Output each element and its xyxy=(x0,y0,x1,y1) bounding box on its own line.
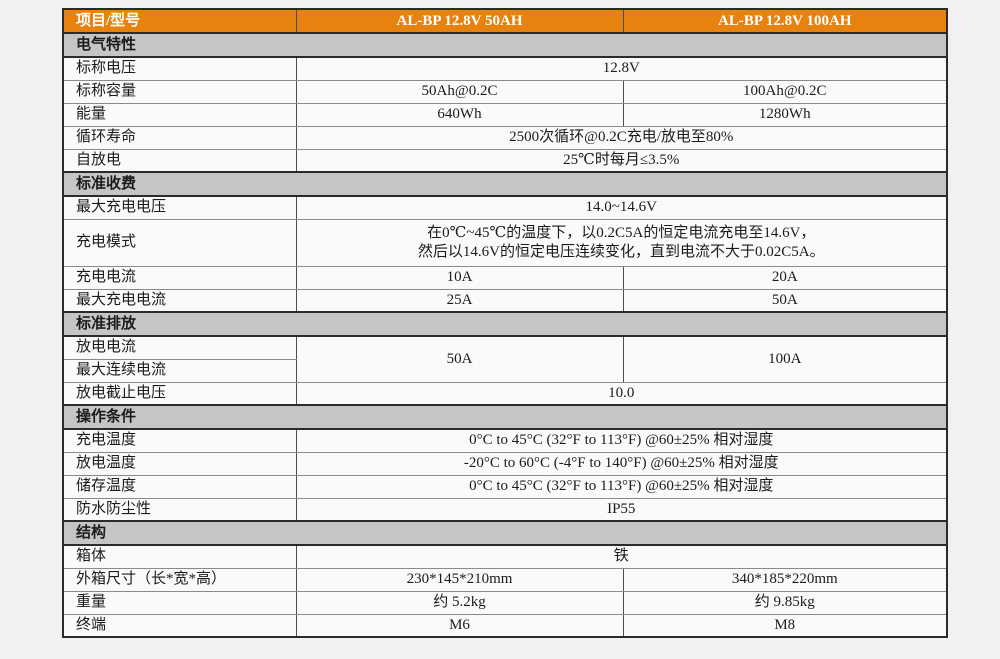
section-standard-charge-title: 标准收费 xyxy=(62,171,948,197)
label-cell: 充电模式 xyxy=(62,218,297,267)
value-cell: 10.0 xyxy=(295,381,948,406)
value-50ah-cell: 10A xyxy=(295,265,624,290)
value-50ah-cell: 约 5.2kg xyxy=(295,590,624,615)
row-nominal-voltage: 标称电压 12.8V xyxy=(62,56,948,81)
row-cycle-life: 循环寿命 2500次循环@0.2C充电/放电至80% xyxy=(62,125,948,150)
row-discharge-current: 放电电流 50A 100A xyxy=(62,335,948,383)
label-cell: 放电温度 xyxy=(62,451,297,476)
value-cell: 0°C to 45°C (32°F to 113°F) @60±25% 相对湿度 xyxy=(295,474,948,499)
value-cell: 25℃时每月≤3.5% xyxy=(295,148,948,173)
row-terminal: 终端 M6 M8 xyxy=(62,613,948,638)
label-cell: 循环寿命 xyxy=(62,125,297,150)
value-100ah-cell: 100A xyxy=(622,335,948,383)
label-cell: 放电电流 xyxy=(62,335,297,360)
value-cell: 12.8V xyxy=(295,56,948,81)
section-operating-conditions-row: 操作条件 xyxy=(62,404,948,430)
header-item-model-cell: 项目/型号 xyxy=(62,8,297,34)
section-operating-conditions-title: 操作条件 xyxy=(62,404,948,430)
value-50ah-cell: 50Ah@0.2C xyxy=(295,79,624,104)
label-cell: 外箱尺寸（长*宽*高） xyxy=(62,567,297,592)
value-50ah-cell: 640Wh xyxy=(295,102,624,127)
value-100ah-cell: 约 9.85kg xyxy=(622,590,948,615)
row-weight: 重量 约 5.2kg 约 9.85kg xyxy=(62,590,948,615)
label-cell: 最大连续电流 xyxy=(62,358,297,383)
value-50ah-cell: 25A xyxy=(295,288,624,313)
row-box-dimensions: 外箱尺寸（长*宽*高） 230*145*210mm 340*185*220mm xyxy=(62,567,948,592)
label-cell: 自放电 xyxy=(62,148,297,173)
value-cell: 铁 xyxy=(295,544,948,569)
value-100ah-cell: 340*185*220mm xyxy=(622,567,948,592)
value-100ah-cell: 50A xyxy=(622,288,948,313)
value-cell: 0°C to 45°C (32°F to 113°F) @60±25% 相对湿度 xyxy=(295,428,948,453)
spec-sheet: 项目/型号 AL-BP 12.8V 50AH AL-BP 12.8V 100AH… xyxy=(62,8,948,638)
row-discharge-temp: 放电温度 -20°C to 60°C (-4°F to 140°F) @60±2… xyxy=(62,451,948,476)
value-cell: 2500次循环@0.2C充电/放电至80% xyxy=(295,125,948,150)
label-cell: 放电截止电压 xyxy=(62,381,297,406)
label-cell: 能量 xyxy=(62,102,297,127)
section-standard-charge-row: 标准收费 xyxy=(62,171,948,197)
row-charge-mode: 充电模式 在0℃~45℃的温度下，以0.2C5A的恒定电流充电至14.6V， 然… xyxy=(62,218,948,267)
value-50ah-cell: 50A xyxy=(295,335,624,383)
section-structure-row: 结构 xyxy=(62,520,948,546)
value-cell: IP55 xyxy=(295,497,948,522)
header-model-50ah-cell: AL-BP 12.8V 50AH xyxy=(295,8,624,34)
label-cell: 储存温度 xyxy=(62,474,297,499)
value-cell: 在0℃~45℃的温度下，以0.2C5A的恒定电流充电至14.6V， 然后以14.… xyxy=(295,218,948,267)
label-cell: 最大充电电流 xyxy=(62,288,297,313)
row-storage-temp: 储存温度 0°C to 45°C (32°F to 113°F) @60±25%… xyxy=(62,474,948,499)
label-cell: 终端 xyxy=(62,613,297,638)
value-100ah-cell: 1280Wh xyxy=(622,102,948,127)
label-cell: 充电电流 xyxy=(62,265,297,290)
row-max-charge-current: 最大充电电流 25A 50A xyxy=(62,288,948,313)
label-cell: 箱体 xyxy=(62,544,297,569)
row-charge-current: 充电电流 10A 20A xyxy=(62,265,948,290)
section-electrical-row: 电气特性 xyxy=(62,32,948,58)
row-max-continuous-current: 最大连续电流 xyxy=(62,358,947,383)
table-header-row: 项目/型号 AL-BP 12.8V 50AH AL-BP 12.8V 100AH xyxy=(62,8,948,34)
row-nominal-capacity: 标称容量 50Ah@0.2C 100Ah@0.2C xyxy=(62,79,948,104)
label-cell: 最大充电电压 xyxy=(62,195,297,220)
value-100ah-cell: M8 xyxy=(622,613,948,638)
section-electrical-title: 电气特性 xyxy=(62,32,948,58)
row-case-body: 箱体 铁 xyxy=(62,544,948,569)
section-structure-title: 结构 xyxy=(62,520,948,546)
row-ip-rating: 防水防尘性 IP55 xyxy=(62,497,948,522)
row-energy: 能量 640Wh 1280Wh xyxy=(62,102,948,127)
value-100ah-cell: 20A xyxy=(622,265,948,290)
row-charge-temp: 充电温度 0°C to 45°C (32°F to 113°F) @60±25%… xyxy=(62,428,948,453)
section-standard-discharge-title: 标准排放 xyxy=(62,311,948,337)
label-cell: 防水防尘性 xyxy=(62,497,297,522)
value-50ah-cell: M6 xyxy=(295,613,624,638)
label-cell: 标称容量 xyxy=(62,79,297,104)
value-100ah-cell: 100Ah@0.2C xyxy=(622,79,948,104)
value-50ah-cell: 230*145*210mm xyxy=(295,567,624,592)
header-model-100ah-cell: AL-BP 12.8V 100AH xyxy=(622,8,948,34)
value-cell: -20°C to 60°C (-4°F to 140°F) @60±25% 相对… xyxy=(295,451,948,476)
spec-table: 项目/型号 AL-BP 12.8V 50AH AL-BP 12.8V 100AH… xyxy=(62,8,948,638)
row-self-discharge: 自放电 25℃时每月≤3.5% xyxy=(62,148,948,173)
label-cell: 重量 xyxy=(62,590,297,615)
label-cell: 标称电压 xyxy=(62,56,297,81)
label-cell: 充电温度 xyxy=(62,428,297,453)
row-max-charge-voltage: 最大充电电压 14.0~14.6V xyxy=(62,195,948,220)
value-cell: 14.0~14.6V xyxy=(295,195,948,220)
section-standard-discharge-row: 标准排放 xyxy=(62,311,948,337)
row-discharge-cutoff-voltage: 放电截止电压 10.0 xyxy=(62,381,948,406)
